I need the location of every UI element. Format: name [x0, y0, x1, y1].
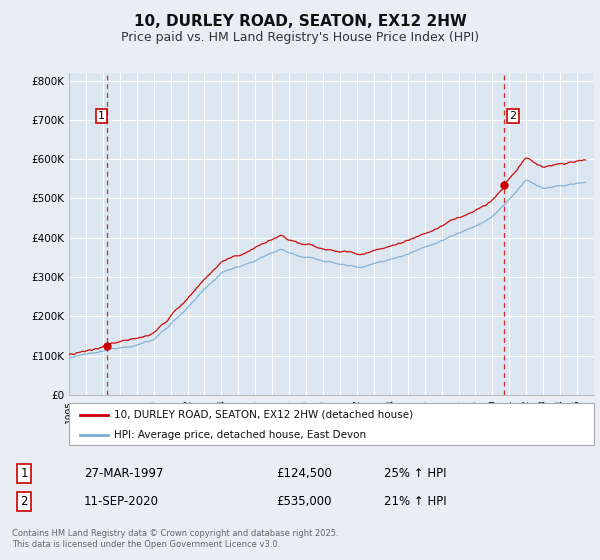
Text: 1: 1 [20, 466, 28, 480]
Text: HPI: Average price, detached house, East Devon: HPI: Average price, detached house, East… [113, 430, 366, 440]
Text: 10, DURLEY ROAD, SEATON, EX12 2HW (detached house): 10, DURLEY ROAD, SEATON, EX12 2HW (detac… [113, 410, 413, 420]
Text: 21% ↑ HPI: 21% ↑ HPI [384, 494, 446, 508]
Text: 11-SEP-2020: 11-SEP-2020 [84, 494, 159, 508]
Text: 2: 2 [20, 494, 28, 508]
Text: Contains HM Land Registry data © Crown copyright and database right 2025.
This d: Contains HM Land Registry data © Crown c… [12, 529, 338, 549]
Text: 25% ↑ HPI: 25% ↑ HPI [384, 466, 446, 480]
Text: 2: 2 [509, 111, 517, 121]
Text: 10, DURLEY ROAD, SEATON, EX12 2HW: 10, DURLEY ROAD, SEATON, EX12 2HW [134, 14, 466, 29]
Text: £535,000: £535,000 [276, 494, 331, 508]
Text: £124,500: £124,500 [276, 466, 332, 480]
Text: Price paid vs. HM Land Registry's House Price Index (HPI): Price paid vs. HM Land Registry's House … [121, 31, 479, 44]
Text: 1: 1 [98, 111, 105, 121]
Text: 27-MAR-1997: 27-MAR-1997 [84, 466, 163, 480]
